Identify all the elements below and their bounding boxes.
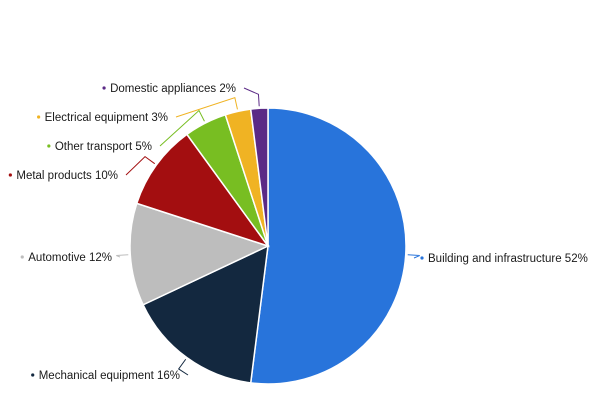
leader-line <box>116 254 129 258</box>
pie-slice <box>249 107 269 247</box>
slice-label: Building and infrastructure 52% <box>428 253 588 265</box>
legend-bullet <box>8 173 12 177</box>
leader-line <box>177 358 189 376</box>
pie-slice <box>135 133 270 248</box>
slice-label: Automotive 12% <box>28 252 112 264</box>
pie-slice <box>129 202 271 306</box>
leader-line <box>243 87 260 107</box>
leader-line <box>159 109 205 147</box>
slice-label: Domestic appliances 2% <box>110 83 236 95</box>
pie-slice <box>249 107 407 385</box>
leader-line <box>125 156 156 176</box>
slice-label: Other transport 5% <box>55 141 152 153</box>
pie-slices <box>129 107 407 385</box>
pie-slice <box>142 244 269 384</box>
leader-lines <box>116 87 420 376</box>
slice-labels: Building and infrastructure 52% Mechanica… <box>8 83 588 382</box>
slice-label: Mechanical equipment 16% <box>39 370 180 382</box>
leader-line <box>407 254 420 259</box>
leader-line <box>175 97 238 118</box>
legend-bullet <box>31 373 35 377</box>
legend-bullet <box>37 115 41 119</box>
slice-label: Electrical equipment 3% <box>45 112 168 124</box>
legend-bullet <box>47 144 51 148</box>
legend-bullet <box>102 86 106 90</box>
legend-bullet <box>420 256 424 260</box>
slice-label: Metal products 10% <box>16 170 118 182</box>
legend-bullet <box>20 255 24 259</box>
